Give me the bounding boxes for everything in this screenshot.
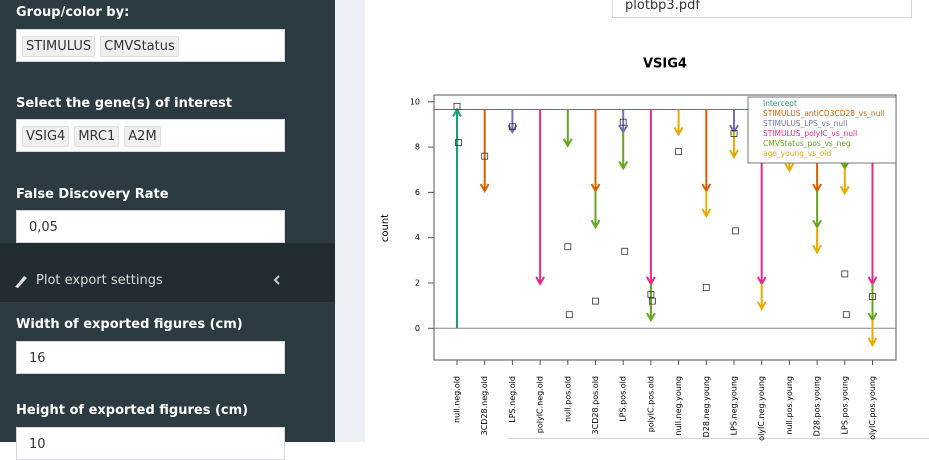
data-point <box>869 293 876 300</box>
effect-arrow <box>812 227 822 255</box>
gene-label: Select the gene(s) of interest <box>16 96 233 111</box>
effect-arrow <box>729 109 739 135</box>
effect-arrow <box>756 283 767 311</box>
data-point <box>564 243 572 251</box>
height-label: Height of exported figures (cm) <box>16 403 249 418</box>
fdr-input[interactable]: 0,05 <box>16 210 285 243</box>
data-point <box>842 311 850 319</box>
input-value: 16 <box>29 351 46 366</box>
width-input[interactable]: 16 <box>16 341 285 374</box>
effect-arrow <box>646 109 656 286</box>
x-tick-label: olyIC.pos.young <box>868 376 877 440</box>
data-point <box>455 139 462 146</box>
legend-entry: STIMULUS_antiCD3CD28_vs_null <box>763 109 885 118</box>
data-point <box>647 290 655 298</box>
y-axis-label: count <box>380 214 391 242</box>
effect-arrow <box>646 283 656 323</box>
x-tick-label: LPS.pos.young <box>840 376 849 434</box>
x-tick-label: polyIC.pos.old <box>646 376 655 432</box>
legend-box <box>747 96 897 164</box>
gutter <box>335 0 365 442</box>
sidebar: Group/color by: STIMULUS CMVStatus Select… <box>0 0 335 460</box>
effect-arrow <box>562 109 573 148</box>
x-tick-label: polyIC.neg.old <box>536 376 545 433</box>
effect-arrow <box>867 320 878 348</box>
y-tick-label: 0 <box>415 324 420 333</box>
x-tick-label: null.neg.old <box>453 376 462 423</box>
legend-entry: CMVStatus_pos_vs_neg <box>763 139 851 148</box>
data-point <box>565 311 573 319</box>
input-value: 0,05 <box>29 220 58 235</box>
legend-entry: STIMULUS_LPS_vs_null <box>763 119 847 128</box>
y-tick-label: 4 <box>415 233 420 242</box>
export-section[interactable]: Plot export settings <box>0 243 335 302</box>
effect-arrow <box>812 191 822 230</box>
y-tick-label: 8 <box>415 143 420 152</box>
effect-arrow <box>701 191 712 218</box>
effect-arrow <box>590 191 601 230</box>
x-tick-label: 3CD28.neg.old <box>480 376 489 435</box>
chart-title: VSIG4 <box>643 57 687 72</box>
legend-entry: Intercept <box>763 99 797 108</box>
effect-arrow <box>535 109 545 286</box>
x-tick-label: LPS.neg.young <box>730 376 739 435</box>
x-tick-label: null.neg.young <box>674 376 683 436</box>
group-select[interactable]: STIMULUS CMVStatus <box>16 29 285 62</box>
x-tick-label: 3CD28.pos.old <box>591 376 600 434</box>
effect-arrow <box>452 107 462 329</box>
width-label: Width of exported figures (cm) <box>16 317 243 332</box>
height-input[interactable]: 10 <box>16 427 285 460</box>
x-tick-label: olyIC.neg.young <box>757 376 766 441</box>
x-tick-label: null.pos.old <box>563 376 572 422</box>
tag[interactable]: CMVStatus <box>100 36 179 57</box>
data-point <box>621 247 629 255</box>
file-name: plotbp3.pdf <box>625 0 700 13</box>
x-tick-label: D28.neg.young <box>702 376 711 437</box>
tag[interactable]: MRC1 <box>74 126 120 147</box>
file-box[interactable]: plotbp3.pdf <box>612 0 912 18</box>
data-point <box>702 284 710 291</box>
section-icons <box>15 275 280 288</box>
data-point <box>732 227 739 235</box>
input-value: 10 <box>29 437 46 452</box>
fdr-label: False Discovery Rate <box>16 187 169 202</box>
group-label: Group/color by: <box>16 5 130 20</box>
y-tick-label: 6 <box>415 188 420 197</box>
x-tick-label: null.pos.young <box>785 376 794 435</box>
tag[interactable]: STIMULUS <box>22 36 96 57</box>
legend-entry: age_young_vs_old <box>763 149 832 158</box>
chart: VSIG4 count 0 2 4 6 8 10 null.neg.old 3CD28.neg… <box>380 57 897 441</box>
tag[interactable]: VSIG4 <box>22 126 70 147</box>
data-point <box>592 297 599 305</box>
data-point <box>841 270 849 278</box>
y-tick-label: 2 <box>415 278 420 287</box>
effect-arrow <box>839 168 850 196</box>
x-tick-label: LPS.pos.old <box>619 376 628 422</box>
data-point <box>675 148 682 156</box>
effect-arrow <box>673 109 684 137</box>
data-point <box>481 152 489 160</box>
effect-arrow <box>590 109 601 194</box>
data-point <box>649 297 656 305</box>
data-point <box>730 130 738 137</box>
y-tick-label: 10 <box>410 97 420 106</box>
next-box <box>508 438 929 449</box>
effect-arrow <box>867 283 878 323</box>
x-tick-label: LPS.neg.old <box>508 376 517 423</box>
tag[interactable]: A2M <box>124 126 161 147</box>
section-title: Plot export settings <box>36 273 163 288</box>
effect-arrow <box>479 109 490 194</box>
data-point <box>453 102 461 110</box>
x-tick-label: D28.pos.young <box>813 376 822 436</box>
plot-frame <box>433 94 897 361</box>
effect-arrow <box>618 109 629 135</box>
legend-entry: STIMULUS_polyIC_vs_null <box>763 129 857 138</box>
effect-arrow <box>701 109 712 194</box>
data-point <box>508 123 516 131</box>
effect-arrow <box>618 132 629 171</box>
data-point <box>619 118 627 126</box>
gene-select[interactable]: VSIG4 MRC1 A2M <box>16 119 285 152</box>
